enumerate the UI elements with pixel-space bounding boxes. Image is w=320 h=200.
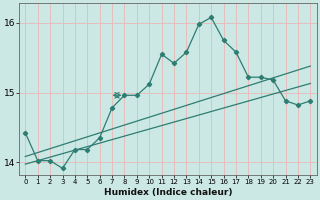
X-axis label: Humidex (Indice chaleur): Humidex (Indice chaleur) (104, 188, 232, 197)
